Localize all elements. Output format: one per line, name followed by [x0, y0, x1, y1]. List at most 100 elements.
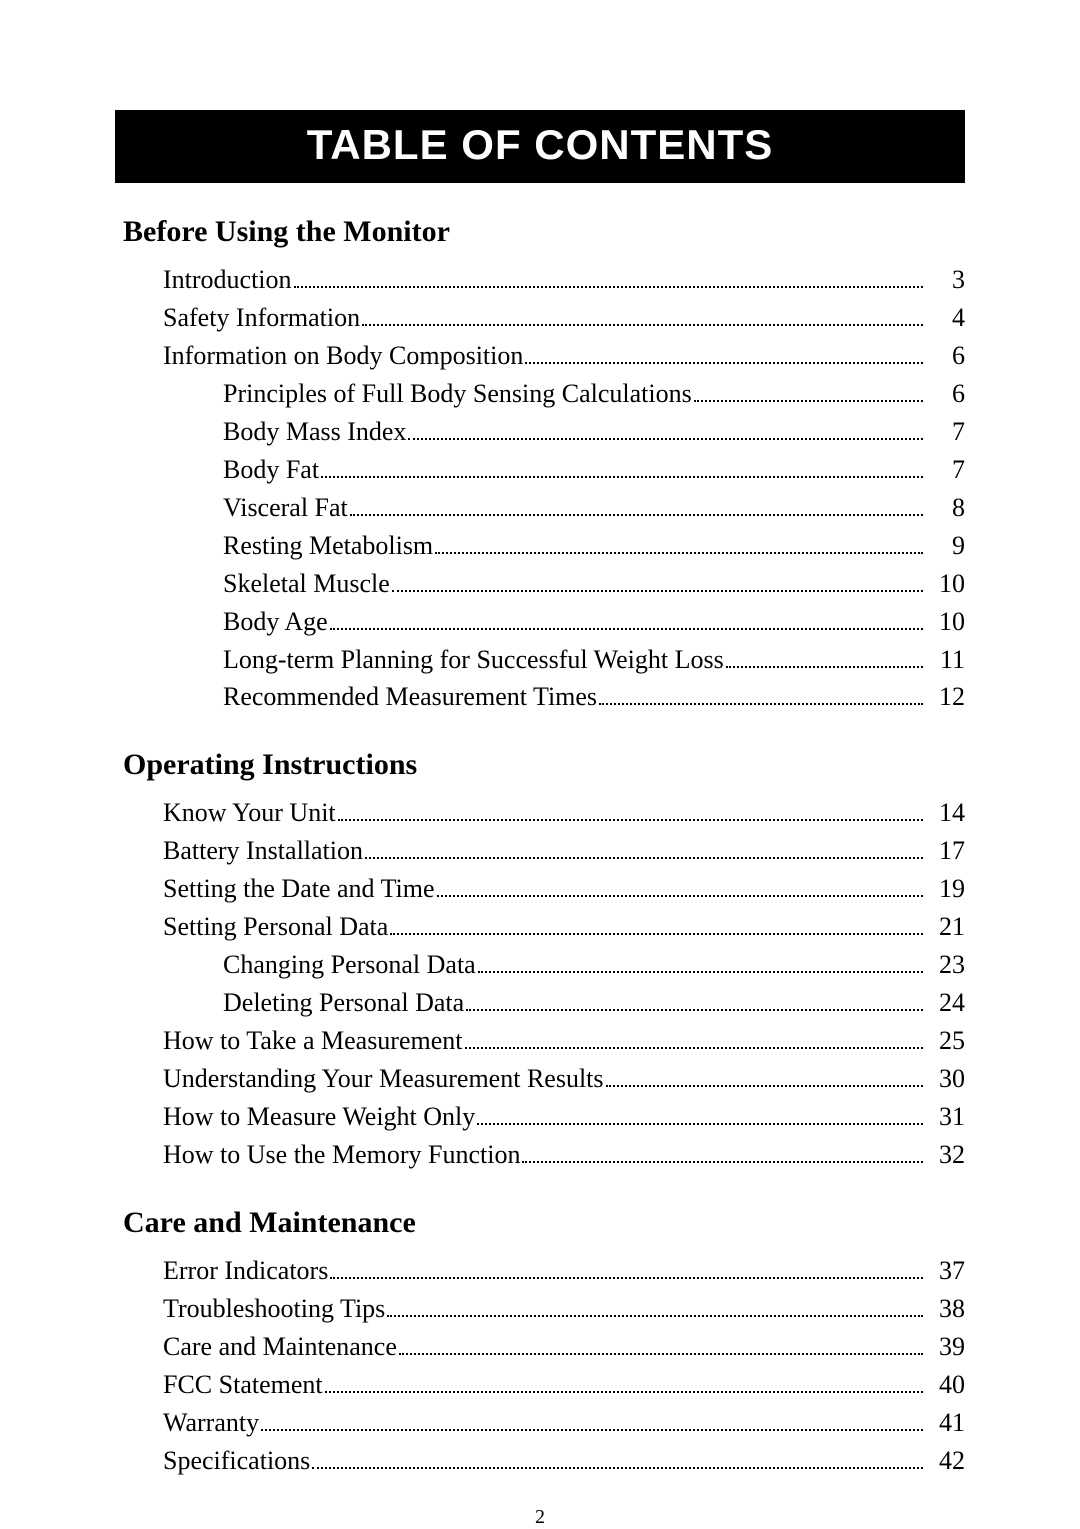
toc-entry-label: Recommended Measurement Times — [223, 678, 597, 716]
toc-row: How to Measure Weight Only31 — [115, 1098, 965, 1136]
toc-leader-dots — [387, 1295, 923, 1317]
toc-row: Battery Installation 17 — [115, 832, 965, 870]
toc-leader-dots — [525, 342, 923, 364]
toc-entry-label: How to Take a Measurement — [163, 1022, 463, 1060]
toc-leader-dots — [330, 1257, 923, 1279]
toc-row: Resting Metabolism 9 — [115, 527, 965, 565]
toc-row: How to Take a Measurement 25 — [115, 1022, 965, 1060]
toc-row: Changing Personal Data 23 — [115, 946, 965, 984]
toc-entry-label: Body Age — [223, 603, 328, 641]
toc-leader-dots — [321, 456, 923, 478]
toc-entry-label: Body Fat — [223, 451, 319, 489]
toc-entry-page: 42 — [927, 1442, 965, 1480]
toc-row: Recommended Measurement Times 12 — [115, 678, 965, 716]
toc-leader-dots — [522, 1142, 923, 1164]
toc-entry-page: 32 — [927, 1136, 965, 1174]
toc-leader-dots — [477, 1104, 923, 1126]
toc-entry-page: 10 — [927, 565, 965, 603]
toc-entry-page: 23 — [927, 946, 965, 984]
title-bar: TABLE OF CONTENTS — [115, 110, 965, 183]
toc-entry-label: How to Measure Weight Only — [163, 1098, 475, 1136]
toc-entry-page: 39 — [927, 1328, 965, 1366]
toc-row: Skeletal Muscle 10 — [115, 565, 965, 603]
toc-row: Safety Information4 — [115, 299, 965, 337]
toc-row: Setting the Date and Time 19 — [115, 870, 965, 908]
toc-leader-dots — [390, 914, 923, 936]
toc-entry-label: Error Indicators — [163, 1252, 328, 1290]
toc-leader-dots — [599, 684, 923, 706]
toc-row: Information on Body Composition6 — [115, 337, 965, 375]
toc-entry-label: Setting the Date and Time — [163, 870, 435, 908]
toc-entry-label: Visceral Fat — [223, 489, 348, 527]
toc-leader-dots — [365, 838, 923, 860]
toc-row: Specifications 42 — [115, 1442, 965, 1480]
toc-entry-page: 14 — [927, 794, 965, 832]
toc-row: Deleting Personal Data24 — [115, 984, 965, 1022]
toc-entry-label: Setting Personal Data — [163, 908, 388, 946]
toc-row: Troubleshooting Tips38 — [115, 1290, 965, 1328]
toc-entry-page: 4 — [927, 299, 965, 337]
toc-leader-dots — [350, 494, 923, 516]
toc-entry-label: Principles of Full Body Sensing Calculat… — [223, 375, 692, 413]
toc-entry-label: Care and Maintenance — [163, 1328, 397, 1366]
toc-entry-page: 17 — [927, 832, 965, 870]
toc-row: Setting Personal Data 21 — [115, 908, 965, 946]
toc-sections: Before Using the MonitorIntroduction3Saf… — [115, 215, 965, 1480]
toc-entry-page: 19 — [927, 870, 965, 908]
toc-entry-page: 37 — [927, 1252, 965, 1290]
toc-leader-dots — [325, 1371, 923, 1393]
toc-entry-page: 7 — [927, 413, 965, 451]
toc-row: Long-term Planning for Successful Weight… — [115, 641, 965, 679]
toc-row: Error Indicators 37 — [115, 1252, 965, 1290]
toc-entry-label: Changing Personal Data — [223, 946, 476, 984]
toc-entry-page: 9 — [927, 527, 965, 565]
toc-entry-page: 38 — [927, 1290, 965, 1328]
toc-leader-dots — [392, 570, 923, 592]
toc-entry-label: Understanding Your Measurement Results — [163, 1060, 604, 1098]
toc-entry-label: Introduction — [163, 261, 292, 299]
page-title: TABLE OF CONTENTS — [307, 121, 774, 168]
toc-row: FCC Statement40 — [115, 1366, 965, 1404]
toc-entry-page: 40 — [927, 1366, 965, 1404]
toc-leader-dots — [312, 1447, 923, 1469]
toc-entry-page: 25 — [927, 1022, 965, 1060]
toc-leader-dots — [478, 952, 923, 974]
toc-row: Understanding Your Measurement Results 30 — [115, 1060, 965, 1098]
toc-entry-page: 24 — [927, 984, 965, 1022]
toc-list: Know Your Unit14Battery Installation17Se… — [115, 794, 965, 1174]
toc-entry-label: Long-term Planning for Successful Weight… — [223, 641, 724, 679]
toc-row: How to Use the Memory Function 32 — [115, 1136, 965, 1174]
toc-entry-label: Specifications — [163, 1442, 310, 1480]
toc-entry-page: 7 — [927, 451, 965, 489]
toc-entry-label: How to Use the Memory Function — [163, 1136, 520, 1174]
toc-entry-page: 30 — [927, 1060, 965, 1098]
toc-list: Introduction3Safety Information4Informat… — [115, 261, 965, 716]
toc-entry-page: 6 — [927, 337, 965, 375]
toc-entry-page: 10 — [927, 603, 965, 641]
toc-leader-dots — [408, 418, 923, 440]
toc-entry-label: Battery Installation — [163, 832, 363, 870]
toc-row: Body Age 10 — [115, 603, 965, 641]
toc-entry-page: 6 — [927, 375, 965, 413]
toc-row: Visceral Fat 8 — [115, 489, 965, 527]
toc-row: Body Fat 7 — [115, 451, 965, 489]
page-number: 2 — [115, 1506, 965, 1529]
toc-leader-dots — [435, 532, 923, 554]
toc-row: Principles of Full Body Sensing Calculat… — [115, 375, 965, 413]
toc-leader-dots — [261, 1409, 923, 1431]
document-page: TABLE OF CONTENTS Before Using the Monit… — [0, 0, 1080, 1529]
toc-entry-label: Resting Metabolism — [223, 527, 433, 565]
toc-entry-page: 21 — [927, 908, 965, 946]
toc-row: Know Your Unit14 — [115, 794, 965, 832]
toc-leader-dots — [330, 608, 923, 630]
toc-leader-dots — [338, 800, 923, 822]
toc-row: Body Mass Index7 — [115, 413, 965, 451]
toc-leader-dots — [694, 380, 923, 402]
toc-entry-page: 12 — [927, 678, 965, 716]
toc-list: Error Indicators 37Troubleshooting Tips38… — [115, 1252, 965, 1480]
toc-leader-dots — [726, 646, 923, 668]
toc-entry-label: Skeletal Muscle — [223, 565, 390, 603]
toc-entry-page: 11 — [927, 641, 965, 679]
toc-leader-dots — [437, 876, 923, 898]
toc-entry-page: 8 — [927, 489, 965, 527]
